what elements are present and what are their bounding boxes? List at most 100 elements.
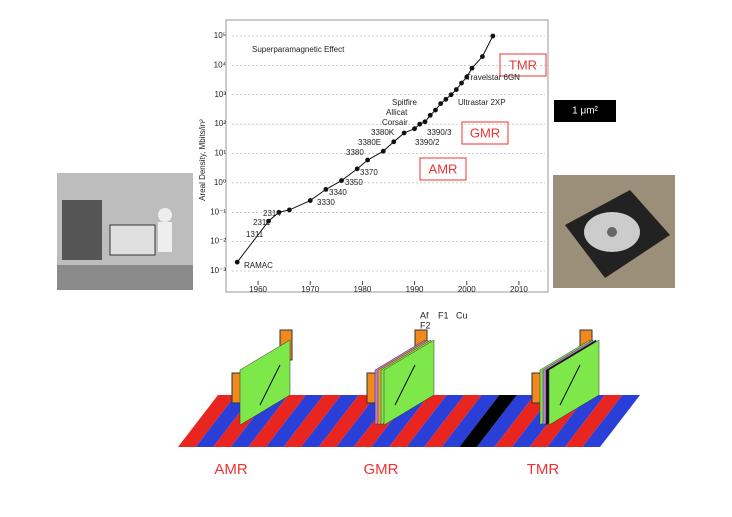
callout: AMR bbox=[429, 161, 458, 176]
y-tick-label: 10⁻¹ bbox=[210, 207, 226, 216]
x-tick-label: 1990 bbox=[406, 285, 424, 294]
point-label: 3380 bbox=[346, 148, 364, 157]
stripe bbox=[494, 395, 553, 447]
sensor-label: TMR bbox=[527, 461, 560, 478]
x-tick-label: 2010 bbox=[510, 285, 528, 294]
stripe bbox=[248, 395, 306, 447]
y-tick-label: 10⁴ bbox=[214, 60, 227, 69]
y-axis-label: Areal Density, Mbits/in² bbox=[198, 119, 207, 201]
stripe bbox=[441, 395, 500, 447]
y-tick-label: 10³ bbox=[214, 90, 226, 99]
arrow bbox=[559, 364, 581, 406]
data-point bbox=[234, 259, 240, 265]
point-label: 3340 bbox=[329, 188, 347, 197]
data-point bbox=[323, 186, 329, 192]
sensor-label: GMR bbox=[364, 461, 399, 478]
stripe bbox=[230, 395, 289, 447]
stripe bbox=[283, 395, 342, 447]
stripe bbox=[178, 395, 236, 447]
data-point bbox=[286, 207, 292, 213]
photo-shape bbox=[607, 227, 617, 237]
stripe bbox=[389, 395, 447, 447]
data-point bbox=[427, 112, 433, 118]
data-point bbox=[433, 107, 438, 113]
data-point bbox=[453, 87, 459, 92]
data-point bbox=[401, 130, 407, 136]
data-point bbox=[417, 121, 423, 127]
photo-shape bbox=[57, 265, 193, 290]
point-label: 3350 bbox=[345, 178, 363, 187]
point-label: RAMAC bbox=[244, 261, 273, 270]
x-tick-label: 2000 bbox=[458, 285, 476, 294]
sensor-diagram bbox=[178, 329, 640, 447]
callouts: TMR GMR AMR 1 μm² bbox=[419, 53, 616, 181]
x-tick-label: 1970 bbox=[301, 285, 319, 294]
area-box bbox=[554, 100, 616, 122]
y-tick-label: 10¹ bbox=[214, 149, 226, 158]
data-point bbox=[365, 157, 371, 163]
layer bbox=[548, 339, 600, 426]
layer-label: F1 bbox=[438, 310, 449, 320]
arrow bbox=[259, 364, 281, 406]
data-point bbox=[464, 74, 470, 80]
left-photo bbox=[57, 173, 193, 290]
photo-shape bbox=[158, 208, 172, 222]
stripe bbox=[371, 395, 429, 447]
arrow bbox=[394, 364, 416, 406]
photo-shape bbox=[158, 222, 172, 252]
point-label: Travelstar 6GN bbox=[466, 73, 520, 82]
data-point bbox=[391, 139, 397, 145]
data-point bbox=[438, 101, 444, 106]
callout: GMR bbox=[470, 125, 500, 140]
x-tick-label: 1980 bbox=[354, 285, 372, 294]
data-point bbox=[490, 33, 496, 39]
layer-label: Cu bbox=[456, 310, 468, 320]
point-label: 3380E bbox=[358, 138, 381, 147]
stripe bbox=[318, 395, 377, 447]
stripe bbox=[424, 395, 482, 447]
point-label: 1311 bbox=[246, 230, 264, 239]
data-point bbox=[480, 54, 485, 59]
point-label: 3390/2 bbox=[415, 138, 440, 147]
stripe bbox=[301, 395, 359, 447]
point-label: 3370 bbox=[360, 168, 378, 177]
data-point bbox=[266, 218, 271, 224]
y-tick-label: 10⁻³ bbox=[210, 266, 226, 275]
y-tick-label: 10² bbox=[214, 119, 226, 128]
chart-frame bbox=[225, 19, 549, 293]
y-tick-label: 10⁰ bbox=[214, 178, 226, 187]
data-point bbox=[448, 92, 454, 98]
point-label: Spitfire bbox=[392, 98, 417, 107]
stripe bbox=[582, 395, 640, 447]
point-label: Ultrastar 2XP bbox=[458, 98, 506, 107]
y-tick-label: 10⁵ bbox=[214, 31, 226, 40]
right-photo bbox=[553, 175, 675, 288]
stripe bbox=[476, 395, 535, 447]
area-label: 1 μm² bbox=[572, 106, 598, 117]
point-label: 3390/3 bbox=[427, 128, 452, 137]
stripe bbox=[459, 395, 517, 447]
callout-box bbox=[461, 121, 509, 145]
point-label: 2311 bbox=[253, 218, 271, 227]
data-point bbox=[469, 65, 475, 71]
photo-shape bbox=[109, 224, 156, 256]
callout-box bbox=[419, 157, 467, 181]
data-point bbox=[459, 80, 464, 86]
layer-label: F2 bbox=[420, 320, 431, 330]
data-point bbox=[443, 96, 449, 102]
data-point bbox=[339, 178, 344, 183]
layer bbox=[239, 339, 291, 426]
point-label: 3330 bbox=[317, 198, 335, 207]
callout: TMR bbox=[509, 57, 537, 72]
data-point bbox=[354, 166, 360, 172]
point-label: 3380K bbox=[371, 128, 395, 137]
data-point bbox=[307, 198, 313, 203]
y-tick-label: 10⁻² bbox=[210, 237, 226, 246]
point-label: Allicat bbox=[386, 108, 408, 117]
stripe bbox=[406, 395, 465, 447]
data-point bbox=[380, 148, 386, 154]
layer-label: Af bbox=[420, 310, 429, 320]
callout-box bbox=[499, 53, 547, 77]
stripe bbox=[195, 395, 254, 447]
